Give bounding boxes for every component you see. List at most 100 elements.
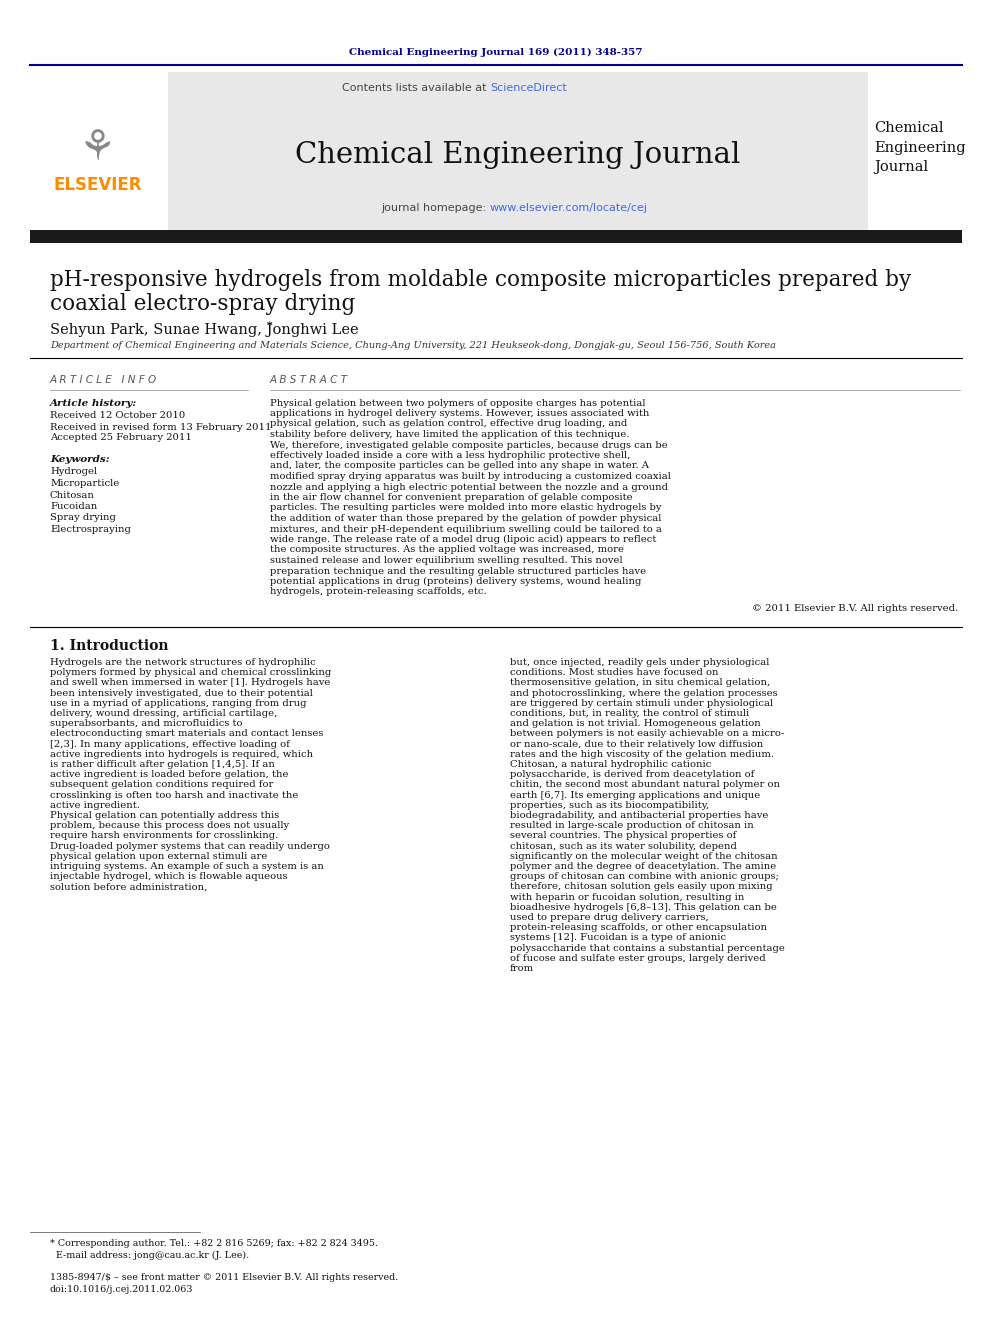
Text: coaxial electro-spray drying: coaxial electro-spray drying (50, 292, 355, 315)
Text: is rather difficult after gelation [1,4,5]. If an: is rather difficult after gelation [1,4,… (50, 759, 275, 769)
Text: Sehyun Park, Sunae Hwang, Jonghwi Lee: Sehyun Park, Sunae Hwang, Jonghwi Lee (50, 323, 359, 337)
Text: the composite structures. As the applied voltage was increased, more: the composite structures. As the applied… (270, 545, 624, 554)
FancyBboxPatch shape (30, 230, 962, 243)
Text: Hydrogels are the network structures of hydrophilic: Hydrogels are the network structures of … (50, 658, 315, 667)
Text: properties, such as its biocompatibility,: properties, such as its biocompatibility… (510, 800, 709, 810)
Text: E-mail address: jong@cau.ac.kr (J. Lee).: E-mail address: jong@cau.ac.kr (J. Lee). (50, 1250, 249, 1259)
Text: We, therefore, investigated gelable composite particles, because drugs can be: We, therefore, investigated gelable comp… (270, 441, 668, 450)
Text: Chemical
Engineering
Journal: Chemical Engineering Journal (874, 122, 966, 175)
Text: and swell when immersed in water [1]. Hydrogels have: and swell when immersed in water [1]. Hy… (50, 679, 330, 688)
Text: conditions, but, in reality, the control of stimuli: conditions, but, in reality, the control… (510, 709, 749, 718)
Text: preparation technique and the resulting gelable structured particles have: preparation technique and the resulting … (270, 566, 646, 576)
Text: polymer and the degree of deacetylation. The amine: polymer and the degree of deacetylation.… (510, 863, 777, 871)
Text: the addition of water than those prepared by the gelation of powder physical: the addition of water than those prepare… (270, 515, 662, 523)
Text: physical gelation upon external stimuli are: physical gelation upon external stimuli … (50, 852, 268, 861)
Text: and gelation is not trivial. Homogeneous gelation: and gelation is not trivial. Homogeneous… (510, 720, 761, 728)
Text: modified spray drying apparatus was built by introducing a customized coaxial: modified spray drying apparatus was buil… (270, 472, 671, 482)
Text: active ingredient is loaded before gelation, the: active ingredient is loaded before gelat… (50, 770, 289, 779)
Text: doi:10.1016/j.cej.2011.02.063: doi:10.1016/j.cej.2011.02.063 (50, 1286, 193, 1294)
Text: polysaccharide, is derived from deacetylation of: polysaccharide, is derived from deacetyl… (510, 770, 754, 779)
Text: conditions. Most studies have focused on: conditions. Most studies have focused on (510, 668, 718, 677)
Text: Physical gelation between two polymers of opposite charges has potential: Physical gelation between two polymers o… (270, 398, 646, 407)
Text: superabsorbants, and microfluidics to: superabsorbants, and microfluidics to (50, 720, 242, 728)
Text: journal homepage:: journal homepage: (381, 202, 490, 213)
FancyBboxPatch shape (168, 71, 868, 230)
Text: 1385-8947/$ – see front matter © 2011 Elsevier B.V. All rights reserved.: 1385-8947/$ – see front matter © 2011 El… (50, 1274, 398, 1282)
Text: of fucose and sulfate ester groups, largely derived: of fucose and sulfate ester groups, larg… (510, 954, 766, 963)
Text: biodegradability, and antibacterial properties have: biodegradability, and antibacterial prop… (510, 811, 769, 820)
Text: Chemical Engineering Journal: Chemical Engineering Journal (296, 142, 741, 169)
Text: systems [12]. Fucoidan is a type of anionic: systems [12]. Fucoidan is a type of anio… (510, 934, 726, 942)
Text: with heparin or fucoidan solution, resulting in: with heparin or fucoidan solution, resul… (510, 893, 744, 901)
Text: physical gelation, such as gelation control, effective drug loading, and: physical gelation, such as gelation cont… (270, 419, 627, 429)
Text: Chitosan, a natural hydrophilic cationic: Chitosan, a natural hydrophilic cationic (510, 759, 711, 769)
Text: been intensively investigated, due to their potential: been intensively investigated, due to th… (50, 688, 312, 697)
Text: rates and the high viscosity of the gelation medium.: rates and the high viscosity of the gela… (510, 750, 774, 759)
Text: delivery, wound dressing, artificial cartilage,: delivery, wound dressing, artificial car… (50, 709, 278, 718)
Text: ELSEVIER: ELSEVIER (54, 176, 142, 194)
Text: injectable hydrogel, which is flowable aqueous: injectable hydrogel, which is flowable a… (50, 872, 288, 881)
Text: protein-releasing scaffolds, or other encapsulation: protein-releasing scaffolds, or other en… (510, 923, 767, 933)
Text: bioadhesive hydrogels [6,8–13]. This gelation can be: bioadhesive hydrogels [6,8–13]. This gel… (510, 902, 777, 912)
Text: used to prepare drug delivery carriers,: used to prepare drug delivery carriers, (510, 913, 708, 922)
Text: Electrospraying: Electrospraying (50, 525, 131, 534)
Text: crosslinking is often too harsh and inactivate the: crosslinking is often too harsh and inac… (50, 791, 299, 799)
Text: solution before administration,: solution before administration, (50, 882, 207, 892)
Text: www.elsevier.com/locate/cej: www.elsevier.com/locate/cej (490, 202, 648, 213)
Text: particles. The resulting particles were molded into more elastic hydrogels by: particles. The resulting particles were … (270, 504, 662, 512)
Text: Department of Chemical Engineering and Materials Science, Chung-Ang University, : Department of Chemical Engineering and M… (50, 341, 776, 351)
Text: effectively loaded inside a core with a less hydrophilic protective shell,: effectively loaded inside a core with a … (270, 451, 630, 460)
Text: active ingredient.: active ingredient. (50, 800, 140, 810)
Text: subsequent gelation conditions required for: subsequent gelation conditions required … (50, 781, 274, 790)
Text: Received 12 October 2010: Received 12 October 2010 (50, 411, 186, 421)
Text: from: from (510, 964, 534, 972)
Text: polymers formed by physical and chemical crosslinking: polymers formed by physical and chemical… (50, 668, 331, 677)
Text: Received in revised form 13 February 2011: Received in revised form 13 February 201… (50, 422, 272, 431)
Text: *: * (267, 321, 272, 331)
Text: therefore, chitosan solution gels easily upon mixing: therefore, chitosan solution gels easily… (510, 882, 773, 892)
Text: Chitosan: Chitosan (50, 491, 95, 500)
Text: and, later, the composite particles can be gelled into any shape in water. A: and, later, the composite particles can … (270, 462, 649, 471)
Text: chitin, the second most abundant natural polymer on: chitin, the second most abundant natural… (510, 781, 780, 790)
Text: A R T I C L E   I N F O: A R T I C L E I N F O (50, 374, 157, 385)
Text: intriguing systems. An example of such a system is an: intriguing systems. An example of such a… (50, 863, 323, 871)
Text: 1. Introduction: 1. Introduction (50, 639, 169, 654)
Text: pH-responsive hydrogels from moldable composite microparticles prepared by: pH-responsive hydrogels from moldable co… (50, 269, 912, 291)
Text: Drug-loaded polymer systems that can readily undergo: Drug-loaded polymer systems that can rea… (50, 841, 330, 851)
Text: or nano-scale, due to their relatively low diffusion: or nano-scale, due to their relatively l… (510, 740, 763, 749)
Text: Article history:: Article history: (50, 398, 137, 407)
Text: but, once injected, readily gels under physiological: but, once injected, readily gels under p… (510, 658, 770, 667)
Text: chitosan, such as its water solubility, depend: chitosan, such as its water solubility, … (510, 841, 737, 851)
Text: between polymers is not easily achievable on a micro-: between polymers is not easily achievabl… (510, 729, 785, 738)
Text: resulted in large-scale production of chitosan in: resulted in large-scale production of ch… (510, 822, 754, 831)
Text: ⚘: ⚘ (79, 127, 117, 169)
Text: ScienceDirect: ScienceDirect (490, 83, 566, 93)
Text: earth [6,7]. Its emerging applications and unique: earth [6,7]. Its emerging applications a… (510, 791, 760, 799)
Text: use in a myriad of applications, ranging from drug: use in a myriad of applications, ranging… (50, 699, 307, 708)
Text: * Corresponding author. Tel.: +82 2 816 5269; fax: +82 2 824 3495.: * Corresponding author. Tel.: +82 2 816 … (50, 1240, 378, 1249)
Text: [2,3]. In many applications, effective loading of: [2,3]. In many applications, effective l… (50, 740, 290, 749)
Text: hydrogels, protein-releasing scaffolds, etc.: hydrogels, protein-releasing scaffolds, … (270, 587, 487, 597)
Text: nozzle and applying a high electric potential between the nozzle and a ground: nozzle and applying a high electric pote… (270, 483, 668, 492)
Text: Spray drying: Spray drying (50, 513, 116, 523)
Text: potential applications in drug (proteins) delivery systems, wound healing: potential applications in drug (proteins… (270, 577, 642, 586)
Text: polysaccharide that contains a substantial percentage: polysaccharide that contains a substanti… (510, 943, 785, 953)
Text: mixtures, and their pH-dependent equilibrium swelling could be tailored to a: mixtures, and their pH-dependent equilib… (270, 524, 662, 533)
Text: are triggered by certain stimuli under physiological: are triggered by certain stimuli under p… (510, 699, 773, 708)
Text: thermosensitive gelation, in situ chemical gelation,: thermosensitive gelation, in situ chemic… (510, 679, 770, 688)
Text: several countries. The physical properties of: several countries. The physical properti… (510, 831, 736, 840)
Text: A B S T R A C T: A B S T R A C T (270, 374, 348, 385)
Text: Fucoidan: Fucoidan (50, 501, 97, 511)
Text: groups of chitosan can combine with anionic groups;: groups of chitosan can combine with anio… (510, 872, 779, 881)
Text: sustained release and lower equilibrium swelling resulted. This novel: sustained release and lower equilibrium … (270, 556, 623, 565)
Text: in the air flow channel for convenient preparation of gelable composite: in the air flow channel for convenient p… (270, 493, 633, 501)
Text: © 2011 Elsevier B.V. All rights reserved.: © 2011 Elsevier B.V. All rights reserved… (752, 605, 958, 613)
Text: stability before delivery, have limited the application of this technique.: stability before delivery, have limited … (270, 430, 630, 439)
Text: Hydrogel: Hydrogel (50, 467, 97, 476)
Text: Keywords:: Keywords: (50, 455, 110, 464)
Text: problem, because this process does not usually: problem, because this process does not u… (50, 822, 289, 831)
Text: Physical gelation can potentially address this: Physical gelation can potentially addres… (50, 811, 280, 820)
FancyBboxPatch shape (30, 71, 166, 218)
Text: active ingredients into hydrogels is required, which: active ingredients into hydrogels is req… (50, 750, 313, 759)
Text: and photocrosslinking, where the gelation processes: and photocrosslinking, where the gelatio… (510, 688, 778, 697)
